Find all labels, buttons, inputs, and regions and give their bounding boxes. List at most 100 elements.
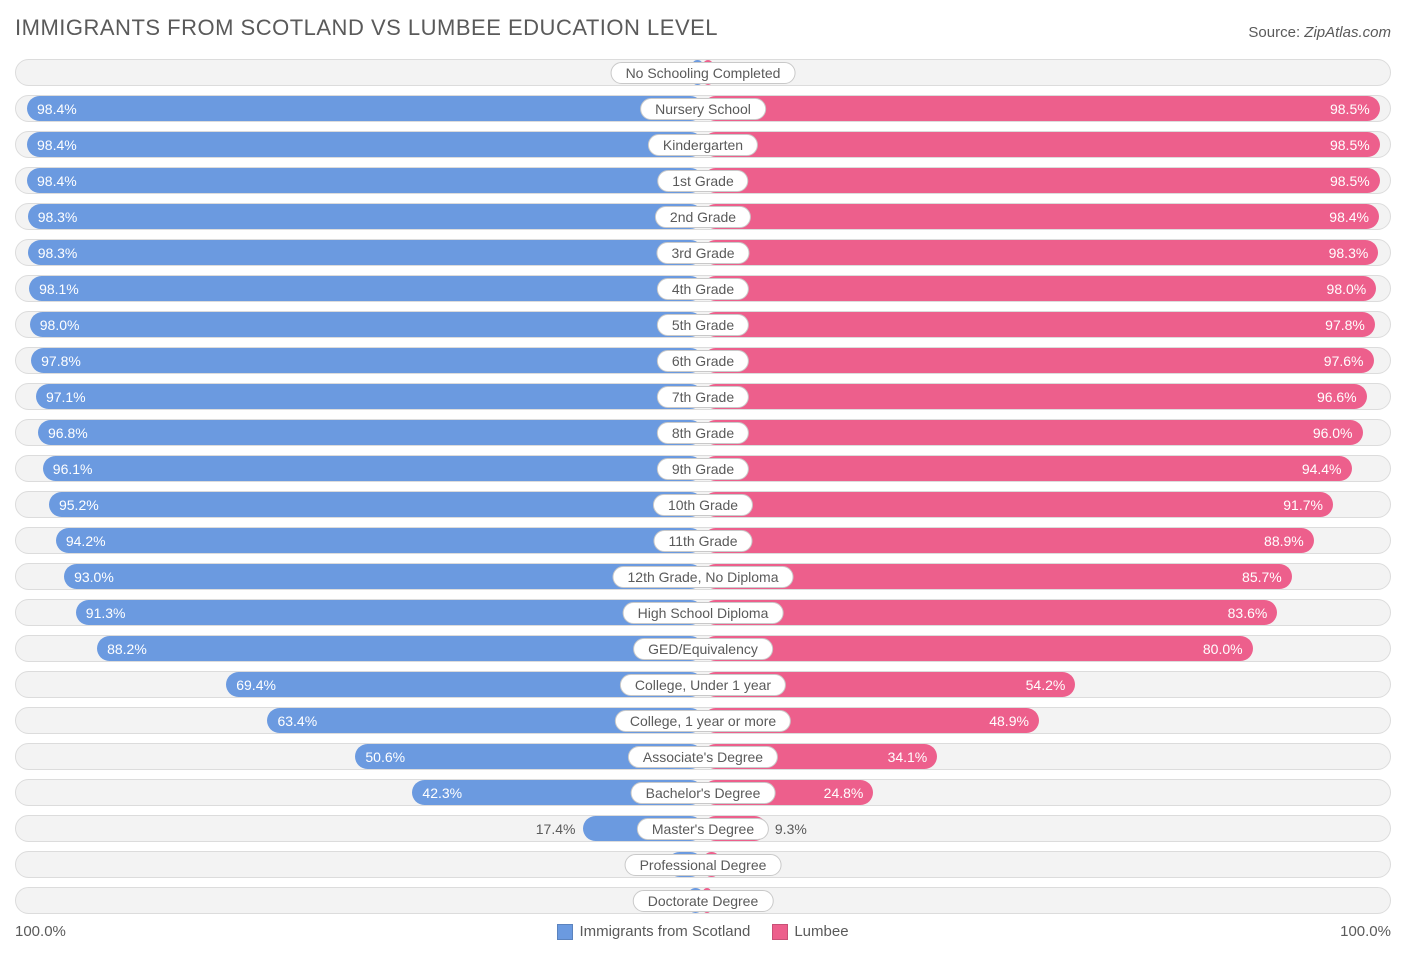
bar-left-value: 98.3% xyxy=(28,209,88,225)
category-label: 10th Grade xyxy=(653,494,753,516)
bar-left-value: 69.4% xyxy=(226,677,286,693)
bar-right-value: 98.3% xyxy=(1319,245,1379,261)
bar-right-value: 98.5% xyxy=(1320,173,1380,189)
category-label: Master's Degree xyxy=(637,818,769,840)
bar-right-value: 54.2% xyxy=(1016,677,1076,693)
bar-left-value: 93.0% xyxy=(64,569,124,585)
bar-right-value: 94.4% xyxy=(1292,461,1352,477)
bar-left-value: 17.4% xyxy=(526,821,584,837)
bar-right: 97.6% xyxy=(703,348,1374,373)
bar-row: 69.4% 54.2% College, Under 1 year xyxy=(15,671,1391,698)
bar-left-value: 98.4% xyxy=(27,173,87,189)
bar-row: 98.4% 98.5% Nursery School xyxy=(15,95,1391,122)
category-label: 8th Grade xyxy=(657,422,749,444)
bar-right: 96.6% xyxy=(703,384,1367,409)
bar-left: 98.4% xyxy=(27,96,703,121)
bar-right: 98.5% xyxy=(703,132,1380,157)
category-label: 4th Grade xyxy=(657,278,749,300)
category-label: Professional Degree xyxy=(625,854,782,876)
bar-row: 91.3% 83.6%High School Diploma xyxy=(15,599,1391,626)
bar-left-value: 98.4% xyxy=(27,137,87,153)
bar-right-value: 97.8% xyxy=(1315,317,1375,333)
category-label: Associate's Degree xyxy=(628,746,778,768)
bar-right-value: 88.9% xyxy=(1254,533,1314,549)
bar-row: 97.8%97.6%6th Grade xyxy=(15,347,1391,374)
bar-right-value: 98.4% xyxy=(1319,209,1379,225)
bar-right: 88.9% xyxy=(703,528,1314,553)
chart-title: IMMIGRANTS FROM SCOTLAND VS LUMBEE EDUCA… xyxy=(15,15,718,41)
legend-item-right: Lumbee xyxy=(772,923,848,940)
bar-left: 94.2% xyxy=(56,528,703,553)
bar-left-value: 95.2% xyxy=(49,497,109,513)
category-label: Doctorate Degree xyxy=(633,890,774,912)
bar-left-value: 63.4% xyxy=(267,713,327,729)
bar-row: 96.8%96.0%8th Grade xyxy=(15,419,1391,446)
category-label: High School Diploma xyxy=(623,602,784,624)
bar-left: 98.3% xyxy=(28,240,703,265)
category-label: No Schooling Completed xyxy=(611,62,796,84)
category-label: College, Under 1 year xyxy=(620,674,786,696)
category-label: 12th Grade, No Diploma xyxy=(613,566,794,588)
bar-row: 63.4%48.9%College, 1 year or more xyxy=(15,707,1391,734)
legend-swatch-right xyxy=(772,924,788,940)
bar-row: 98.0%97.8%5th Grade xyxy=(15,311,1391,338)
chart-header: IMMIGRANTS FROM SCOTLAND VS LUMBEE EDUCA… xyxy=(15,15,1391,41)
bar-right: 98.5% xyxy=(703,96,1380,121)
category-label: 9th Grade xyxy=(657,458,749,480)
bar-left-value: 50.6% xyxy=(355,749,415,765)
bar-right-value: 98.0% xyxy=(1317,281,1377,297)
bar-left-value: 97.1% xyxy=(36,389,96,405)
bar-row: 17.4% 9.3%Master's Degree xyxy=(15,815,1391,842)
legend: Immigrants from Scotland Lumbee xyxy=(557,923,848,940)
bar-row: 97.1%96.6%7th Grade xyxy=(15,383,1391,410)
bar-right: 98.5% xyxy=(703,168,1380,193)
bar-right-value: 98.5% xyxy=(1320,137,1380,153)
bar-right-value: 98.5% xyxy=(1320,101,1380,117)
bar-right-value: 96.6% xyxy=(1307,389,1367,405)
bar-right-value: 9.3% xyxy=(767,821,817,837)
category-label: Kindergarten xyxy=(648,134,758,156)
bar-row: 88.2% 80.0% GED/Equivalency xyxy=(15,635,1391,662)
bar-left-value: 98.4% xyxy=(27,101,87,117)
legend-item-left: Immigrants from Scotland xyxy=(557,923,750,940)
bar-row: 1.6%1.5%No Schooling Completed xyxy=(15,59,1391,86)
bar-left: 98.0% xyxy=(30,312,703,337)
legend-label-right: Lumbee xyxy=(794,923,848,940)
bar-right-value: 85.7% xyxy=(1232,569,1292,585)
bar-left-value: 88.2% xyxy=(97,641,157,657)
legend-swatch-left xyxy=(557,924,573,940)
bar-right-value: 97.6% xyxy=(1314,353,1374,369)
source-label: Source: xyxy=(1248,24,1304,41)
chart-source: Source: ZipAtlas.com xyxy=(1248,24,1391,41)
category-label: GED/Equivalency xyxy=(633,638,773,660)
bar-right: 91.7% xyxy=(703,492,1333,517)
bar-row: 98.3%98.4%2nd Grade xyxy=(15,203,1391,230)
bar-left: 98.4% xyxy=(27,132,703,157)
bar-row: 50.6% 34.1% Associate's Degree xyxy=(15,743,1391,770)
bar-left-value: 97.8% xyxy=(31,353,91,369)
category-label: Nursery School xyxy=(640,98,766,120)
bar-left-value: 91.3% xyxy=(76,605,136,621)
bar-left: 96.1% xyxy=(43,456,703,481)
bar-left: 98.4% xyxy=(27,168,703,193)
bar-right: 98.3% xyxy=(703,240,1378,265)
bar-left-value: 98.1% xyxy=(29,281,89,297)
bar-right: 83.6% xyxy=(703,600,1277,625)
bar-left: 98.1% xyxy=(29,276,703,301)
bar-right-value: 48.9% xyxy=(979,713,1039,729)
bar-left: 97.8% xyxy=(31,348,703,373)
bar-left: 98.3% xyxy=(28,204,703,229)
bar-row: 94.2%88.9%11th Grade xyxy=(15,527,1391,554)
bar-row: 96.1% 94.4% 9th Grade xyxy=(15,455,1391,482)
bar-row: 42.3%24.8%Bachelor's Degree xyxy=(15,779,1391,806)
bar-row: 98.4% 98.5% Kindergarten xyxy=(15,131,1391,158)
source-name: ZipAtlas.com xyxy=(1304,24,1391,41)
bar-right-value: 80.0% xyxy=(1193,641,1253,657)
bar-left: 93.0% xyxy=(64,564,703,589)
bar-right-value: 34.1% xyxy=(878,749,938,765)
bar-right-value: 24.8% xyxy=(814,785,874,801)
bar-left-value: 42.3% xyxy=(412,785,472,801)
bar-right-value: 91.7% xyxy=(1273,497,1333,513)
bar-right: 96.0% xyxy=(703,420,1363,445)
axis-right-max: 100.0% xyxy=(1340,923,1391,940)
